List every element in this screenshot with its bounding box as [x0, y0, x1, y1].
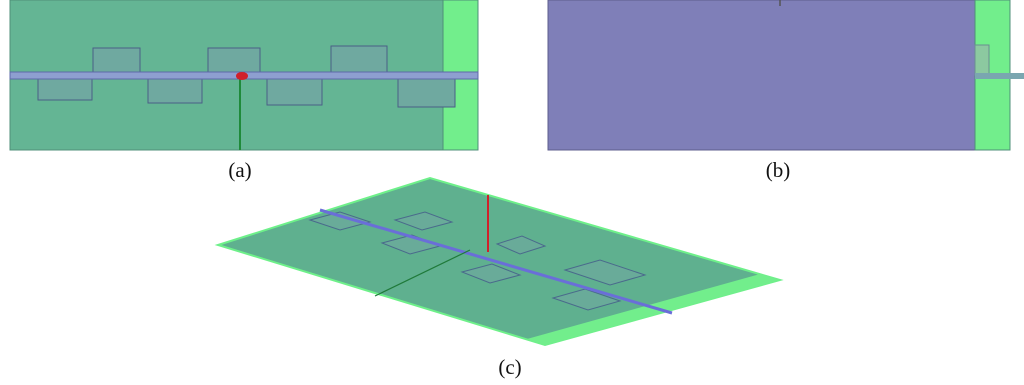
figure-page: {"panels": [{"label": "(a)"}, {"label": … — [0, 0, 1024, 385]
panel-b — [548, 0, 1024, 150]
port — [236, 72, 248, 80]
caption: (a) — [228, 158, 251, 182]
caption: (c) — [498, 355, 521, 379]
panel-a — [10, 0, 478, 150]
caption: (b) — [766, 158, 791, 182]
stub — [93, 48, 140, 75]
stub — [208, 48, 260, 75]
feed-line — [975, 73, 1024, 79]
panel-c — [218, 178, 780, 345]
stub — [975, 45, 989, 75]
substrate-side — [548, 0, 975, 150]
stub — [398, 75, 455, 107]
stub — [331, 46, 387, 75]
figure: (a) (b) (c) — [0, 0, 1024, 385]
